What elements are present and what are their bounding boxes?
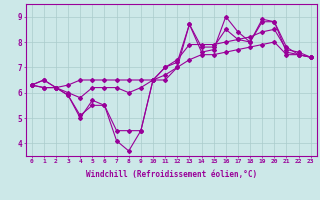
- X-axis label: Windchill (Refroidissement éolien,°C): Windchill (Refroidissement éolien,°C): [86, 170, 257, 179]
